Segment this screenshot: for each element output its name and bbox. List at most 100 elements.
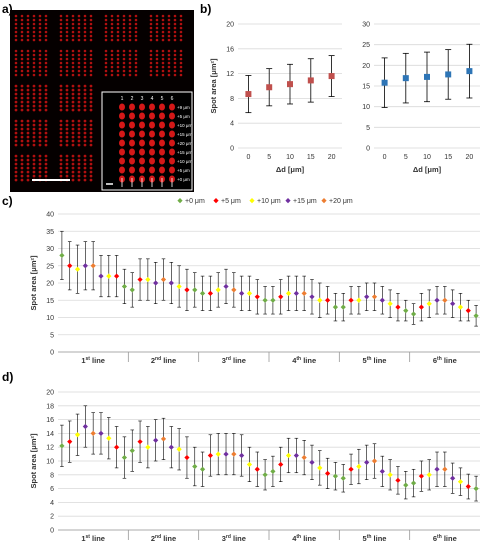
spot: [71, 26, 75, 30]
spot: [104, 22, 108, 26]
y-tick-label: 0: [50, 528, 54, 535]
inset-spot: [149, 139, 155, 147]
x-tick-label: 0: [383, 154, 387, 161]
spot: [89, 49, 93, 53]
spot: [134, 22, 138, 26]
spot: [89, 88, 93, 92]
spot: [26, 22, 30, 26]
spot: [89, 53, 93, 57]
spot: [89, 22, 93, 26]
spot: [83, 69, 87, 73]
spot: [155, 57, 159, 61]
data-point: [254, 466, 260, 472]
inset-spot: [169, 103, 175, 111]
spot: [104, 73, 108, 77]
spot: [83, 170, 87, 174]
inset-spot: [169, 166, 175, 174]
y-tick-label: 40: [46, 212, 54, 219]
spot: [167, 14, 171, 18]
spot: [71, 61, 75, 65]
spot: [89, 73, 93, 77]
spot: [110, 14, 114, 18]
spot: [44, 61, 48, 65]
spot: [14, 104, 18, 108]
spot: [26, 92, 30, 96]
spot: [122, 22, 126, 26]
spot: [116, 61, 120, 65]
spot: [77, 154, 81, 158]
spot: [77, 123, 81, 127]
spot: [110, 73, 114, 77]
spot: [20, 61, 24, 65]
spot: [161, 65, 165, 69]
spot: [59, 119, 63, 123]
spot: [32, 158, 36, 162]
y-tick-label: 16: [46, 417, 54, 424]
spot: [38, 108, 42, 112]
data-point: [466, 68, 473, 75]
x-group-label: 5th line: [363, 534, 387, 543]
data-point: [424, 73, 430, 80]
spot: [179, 53, 183, 57]
data-point: [245, 91, 252, 98]
spot: [83, 123, 87, 127]
spot: [20, 65, 24, 69]
spot: [20, 135, 24, 139]
spot: [149, 53, 153, 57]
spot: [77, 143, 81, 147]
y-tick-label: 0: [366, 146, 370, 153]
spot: [149, 61, 153, 65]
spot: [149, 57, 153, 61]
data-point: [309, 459, 315, 465]
spot: [20, 92, 24, 96]
spot: [77, 170, 81, 174]
spot: [59, 96, 63, 100]
spot: [26, 178, 30, 182]
spot: [26, 84, 30, 88]
spot: [14, 178, 18, 182]
spot: [149, 49, 153, 53]
spot: [89, 119, 93, 123]
spot: [179, 38, 183, 42]
spot: [89, 14, 93, 18]
spot: [20, 131, 24, 135]
y-tick-label: 0: [230, 146, 234, 153]
data-point: [82, 423, 88, 430]
y-tick-label: 10: [46, 459, 54, 466]
spot: [77, 104, 81, 108]
spot: [65, 61, 69, 65]
data-point: [332, 473, 339, 479]
spot: [161, 34, 165, 38]
spot: [122, 61, 126, 65]
inset-row-label: +15 μm: [177, 132, 192, 137]
y-tick-label: 15: [362, 84, 370, 91]
spot: [179, 49, 183, 53]
y-tick-label: 20: [362, 63, 370, 70]
spot: [20, 38, 24, 42]
spot: [122, 65, 126, 69]
spot: [71, 65, 75, 69]
data-point: [403, 308, 409, 314]
spot: [83, 100, 87, 104]
spot: [77, 100, 81, 104]
spot: [89, 26, 93, 30]
spot: [44, 127, 48, 131]
inset-spot: [119, 157, 125, 165]
spot: [65, 73, 69, 77]
spot: [77, 57, 81, 61]
data-point: [121, 454, 128, 461]
spot: [71, 154, 75, 158]
spot: [89, 139, 93, 143]
data-point: [317, 465, 323, 471]
spot: [83, 178, 87, 182]
spot: [26, 18, 30, 22]
spot: [83, 49, 87, 53]
spot: [44, 108, 48, 112]
spot: [38, 61, 42, 65]
spot: [14, 38, 18, 42]
spot: [26, 100, 30, 104]
spot: [155, 53, 159, 57]
legend-marker: [177, 198, 183, 204]
spot: [20, 162, 24, 166]
spot: [14, 158, 18, 162]
